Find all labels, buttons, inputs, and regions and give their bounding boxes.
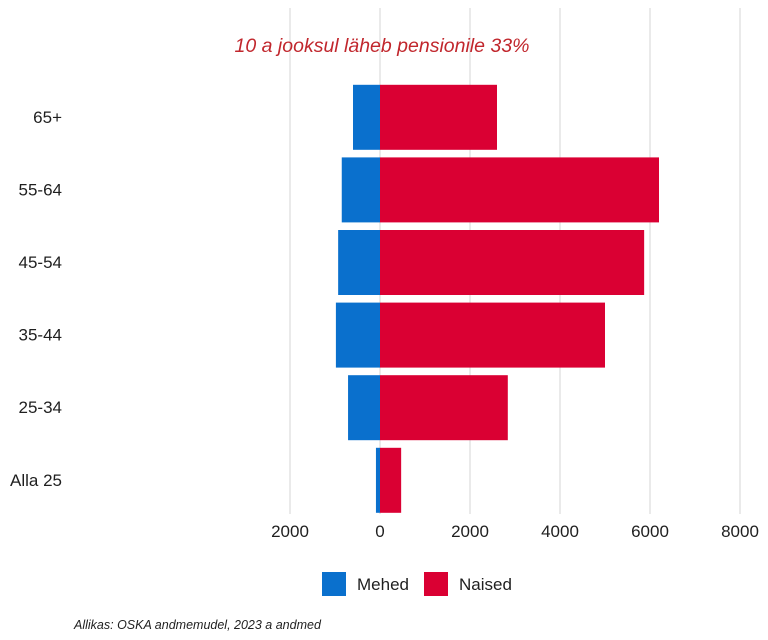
- x-axis-tick-labels: 2000 0 2000 4000 6000 8000: [271, 522, 759, 541]
- x-tick-label-3: 4000: [541, 522, 579, 541]
- category-label-65-plus: 65+: [33, 108, 62, 127]
- bar-naised-45-54: [380, 230, 645, 295]
- x-tick-label-0: 2000: [271, 522, 309, 541]
- bar-naised-65-plus: [380, 84, 497, 150]
- x-tick-label-1: 0: [375, 522, 384, 541]
- bar-mehed-55-64: [341, 157, 380, 223]
- category-label-25-34: 25-34: [19, 398, 62, 417]
- category-label-55-64: 55-64: [19, 180, 62, 199]
- category-label-alla-25: Alla 25: [10, 471, 62, 490]
- category-label-45-54: 45-54: [19, 253, 62, 272]
- legend-label-naised: Naised: [459, 575, 512, 594]
- bar-naised-35-44: [380, 302, 605, 368]
- bars: [335, 84, 659, 513]
- bar-mehed-25-34: [348, 375, 380, 441]
- bar-naised-55-64: [380, 157, 659, 223]
- bar-mehed-alla-25: [375, 447, 380, 513]
- chart-title: 10 a jooksul läheb pensionile 33%: [235, 35, 530, 57]
- legend-label-mehed: Mehed: [357, 575, 409, 594]
- category-label-35-44: 35-44: [19, 326, 62, 345]
- bar-naised-25-34: [380, 375, 508, 441]
- x-tick-label-4: 6000: [631, 522, 669, 541]
- x-tick-label-5: 8000: [721, 522, 759, 541]
- x-tick-label-2: 2000: [451, 522, 489, 541]
- bar-mehed-45-54: [338, 230, 380, 295]
- bar-mehed-35-44: [335, 302, 380, 368]
- category-labels: 65+ 55-64 45-54 35-44 25-34 Alla 25: [10, 108, 62, 490]
- legend-swatch-mehed: [322, 572, 346, 596]
- bar-mehed-65-plus: [353, 84, 380, 150]
- legend: Mehed Naised: [322, 572, 512, 596]
- legend-swatch-naised: [424, 572, 448, 596]
- bar-naised-alla-25: [380, 447, 402, 513]
- source-caption: Allikas: OSKA andmemudel, 2023 a andmed: [73, 618, 322, 632]
